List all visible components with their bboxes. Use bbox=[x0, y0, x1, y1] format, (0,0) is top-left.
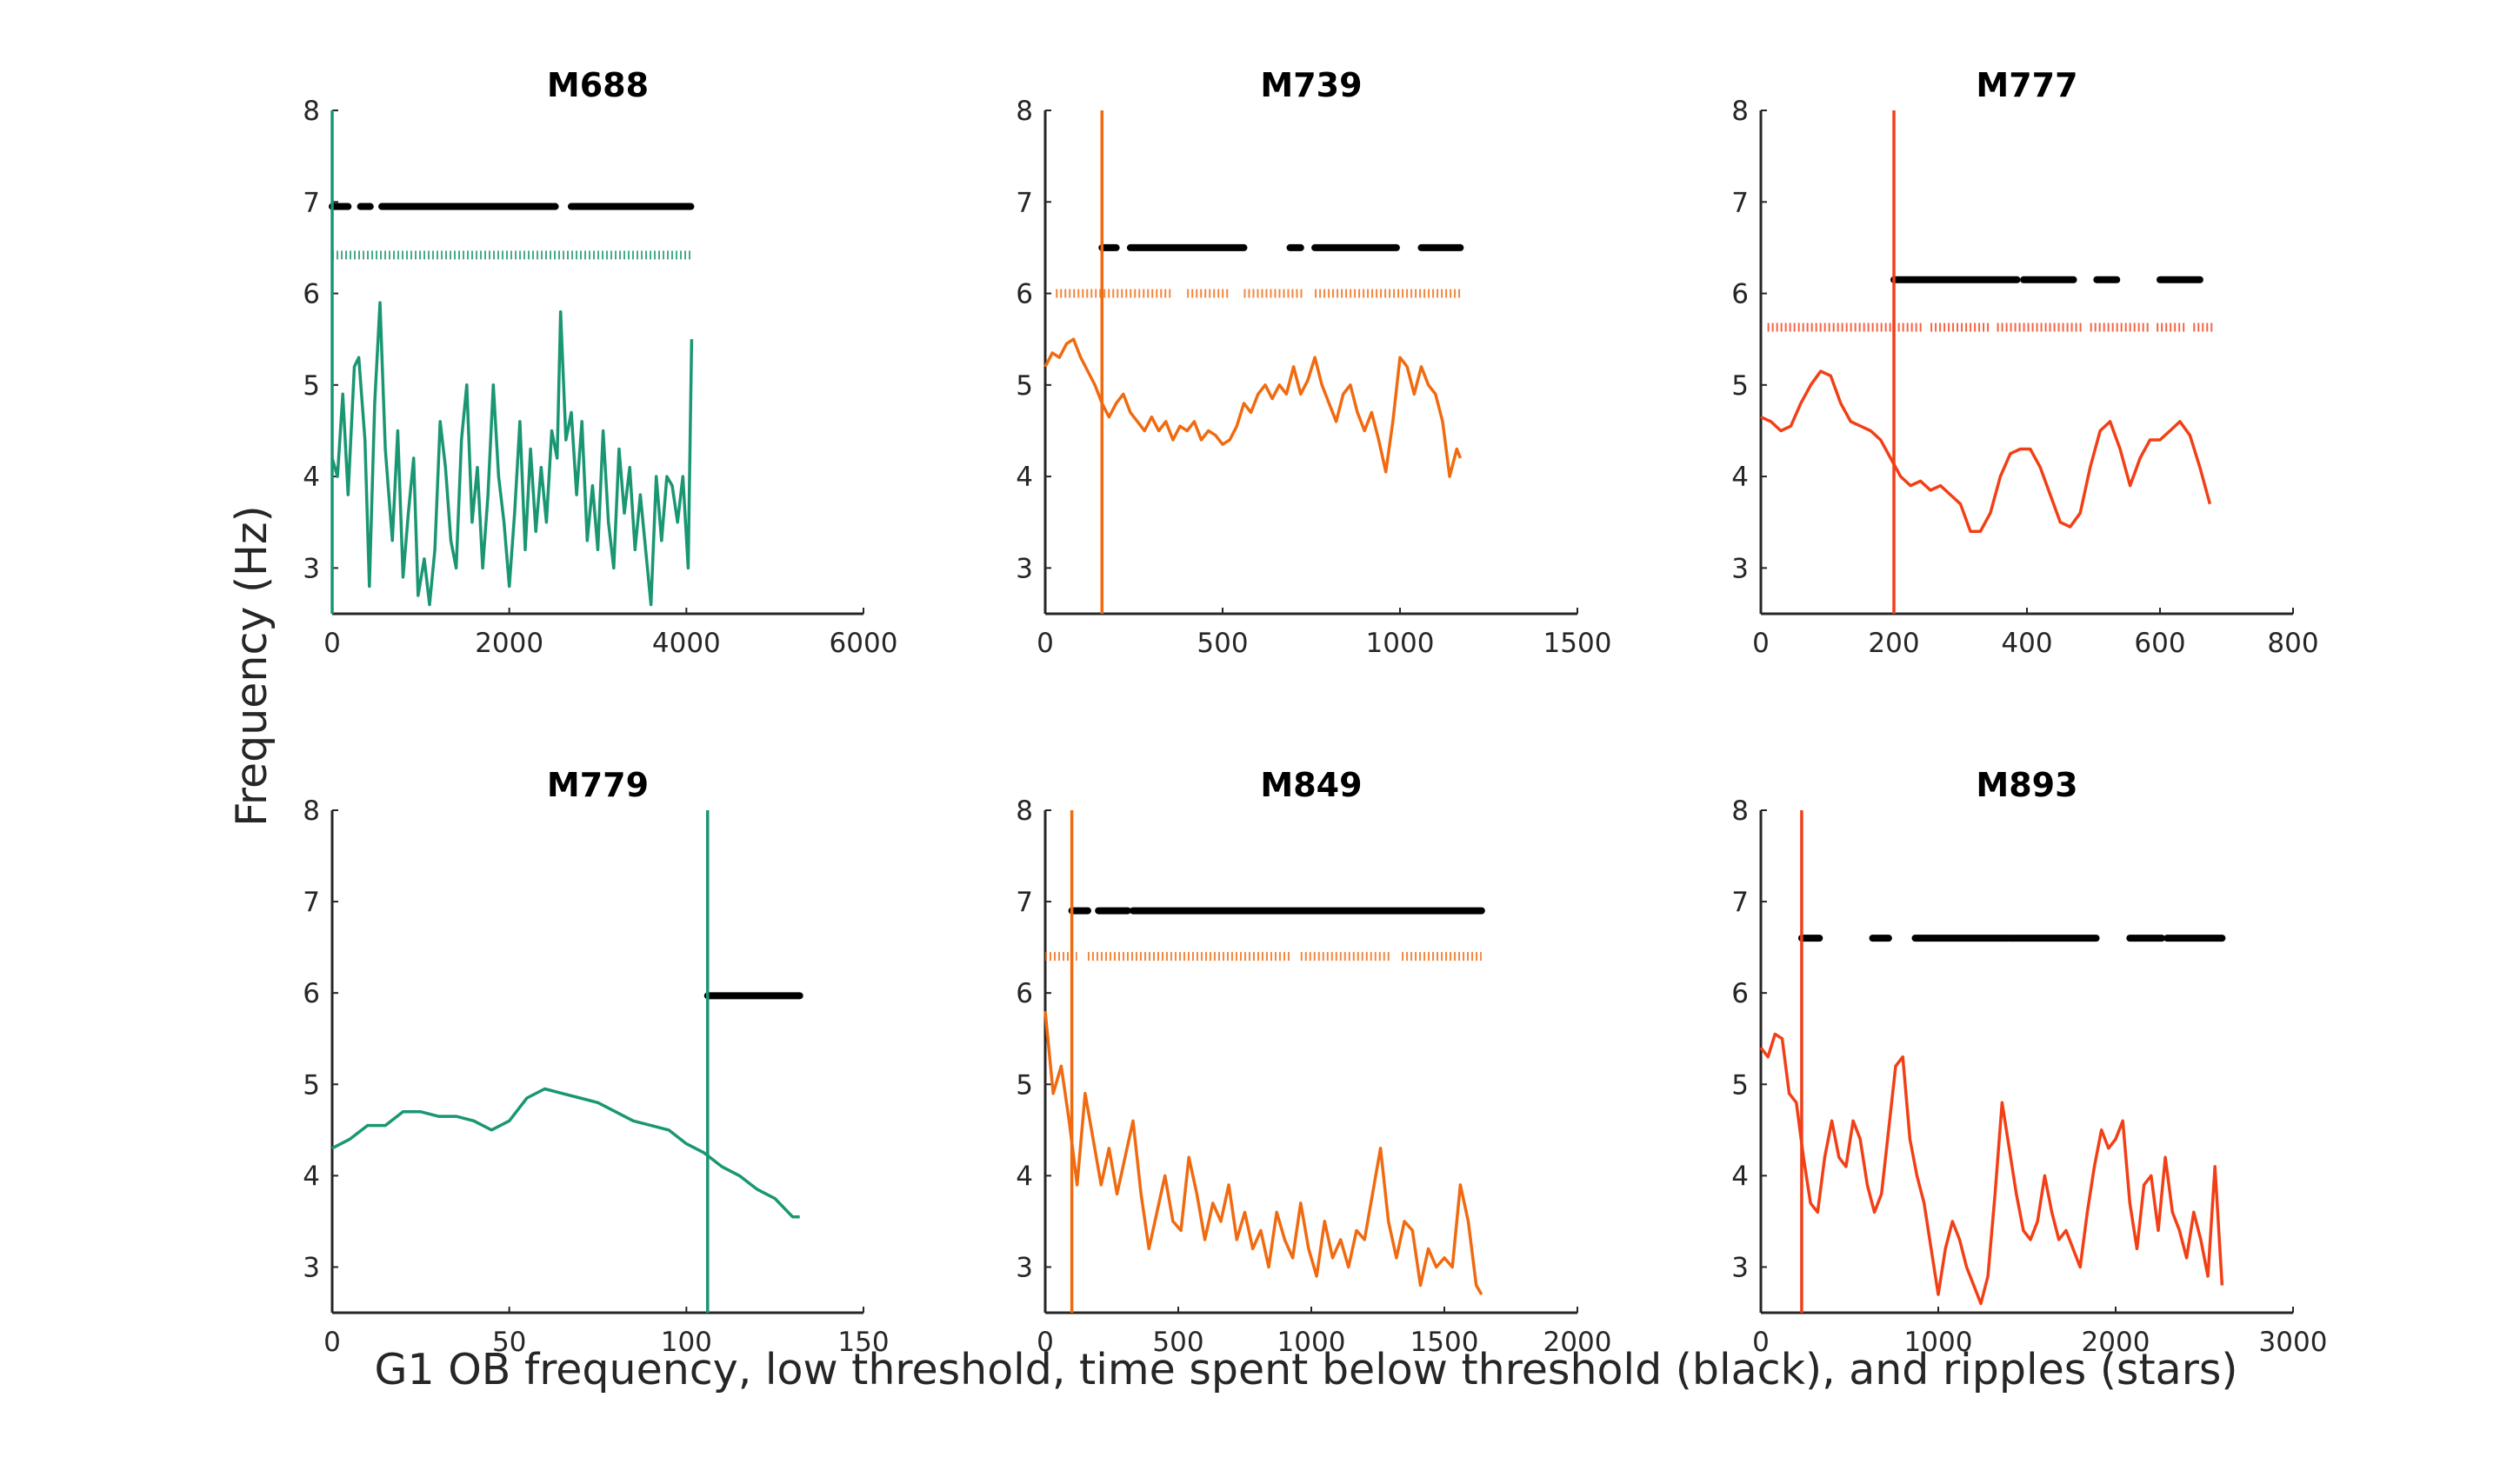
x-tick-label: 2000 bbox=[1543, 1327, 1612, 1358]
x-tick-label: 1000 bbox=[1904, 1327, 1973, 1358]
y-tick-label: 7 bbox=[303, 887, 320, 918]
subplot-m849: M849 0 500 1000 1500 2000 3 4 5 6 7 8 bbox=[1016, 766, 1611, 1358]
frequency-line bbox=[1043, 337, 1463, 478]
subplot-m893: M893 0 1000 2000 3000 3 4 5 6 7 8 bbox=[1731, 766, 2327, 1358]
x-tick-label: 50 bbox=[492, 1327, 526, 1358]
subplot-m777: M777 0 200 400 600 800 3 4 5 6 7 8 bbox=[1731, 66, 2318, 659]
x-tick-label: 800 bbox=[2267, 628, 2318, 659]
x-tick-label: 1500 bbox=[1410, 1327, 1479, 1358]
y-tick-label: 7 bbox=[303, 187, 320, 218]
subplot-title: M688 bbox=[547, 66, 649, 104]
y-tick-label: 5 bbox=[1016, 370, 1033, 402]
y-tick-label: 8 bbox=[1016, 96, 1033, 127]
x-tick-label: 2000 bbox=[2082, 1327, 2150, 1358]
x-tick-label: 0 bbox=[323, 1327, 341, 1358]
frequency-line bbox=[330, 301, 694, 607]
x-tick-label: 6000 bbox=[830, 628, 898, 659]
y-tick-label: 5 bbox=[1731, 1069, 1749, 1101]
x-tick-label: 600 bbox=[2134, 628, 2185, 659]
y-tick-label: 3 bbox=[1016, 553, 1033, 584]
y-tick-label: 3 bbox=[303, 553, 320, 584]
y-tick-label: 5 bbox=[303, 1069, 320, 1101]
x-tick-label: 0 bbox=[1037, 628, 1054, 659]
frequency-line bbox=[331, 1087, 800, 1219]
x-tick-label: 4000 bbox=[652, 628, 721, 659]
y-tick-label: 5 bbox=[1731, 370, 1749, 402]
x-tick-label: 200 bbox=[1868, 628, 1919, 659]
x-tick-label: 1500 bbox=[1543, 628, 1612, 659]
subplot-title: M849 bbox=[1260, 766, 1362, 804]
y-tick-label: 6 bbox=[1016, 279, 1033, 310]
y-tick-label: 8 bbox=[1731, 96, 1749, 127]
subplot-m688: M688 0 2000 4000 6000 3 4 5 6 7 8 bbox=[303, 66, 897, 659]
y-tick-label: 6 bbox=[303, 978, 320, 1009]
y-tick-label: 6 bbox=[1731, 978, 1749, 1009]
subplot-m739: M739 0 500 1000 1500 3 4 5 6 7 8 bbox=[1016, 66, 1611, 659]
subplot-title: M777 bbox=[1976, 66, 2077, 104]
y-axis-label: Frequency (Hz) bbox=[227, 505, 277, 827]
y-tick-label: 6 bbox=[303, 279, 320, 310]
y-tick-label: 4 bbox=[1016, 1161, 1033, 1192]
y-tick-label: 8 bbox=[1016, 795, 1033, 827]
frequency-line bbox=[1759, 1032, 2224, 1306]
y-tick-label: 3 bbox=[1016, 1252, 1033, 1283]
x-tick-label: 400 bbox=[2001, 628, 2052, 659]
subplot-m779: M779 0 50 100 150 3 4 5 6 7 8 bbox=[303, 766, 889, 1358]
y-tick-label: 4 bbox=[303, 1161, 320, 1192]
y-tick-label: 3 bbox=[1731, 553, 1749, 584]
y-tick-label: 4 bbox=[1016, 462, 1033, 493]
y-tick-label: 8 bbox=[1731, 795, 1749, 827]
x-tick-label: 0 bbox=[323, 628, 341, 659]
y-tick-label: 7 bbox=[1731, 187, 1749, 218]
y-tick-label: 4 bbox=[1731, 1161, 1749, 1192]
y-tick-label: 4 bbox=[1731, 462, 1749, 493]
x-tick-label: 3000 bbox=[2259, 1327, 2328, 1358]
y-tick-label: 5 bbox=[1016, 1069, 1033, 1101]
x-tick-label: 150 bbox=[837, 1327, 889, 1358]
y-tick-label: 7 bbox=[1016, 887, 1033, 918]
x-tick-label: 100 bbox=[661, 1327, 712, 1358]
y-tick-label: 4 bbox=[303, 462, 320, 493]
x-tick-label: 500 bbox=[1152, 1327, 1203, 1358]
frequency-line bbox=[1043, 1011, 1483, 1295]
y-tick-label: 8 bbox=[303, 795, 320, 827]
x-tick-label: 1000 bbox=[1366, 628, 1435, 659]
x-tick-label: 1000 bbox=[1277, 1327, 1346, 1358]
x-tick-label: 2000 bbox=[475, 628, 543, 659]
x-tick-label: 500 bbox=[1197, 628, 1248, 659]
frequency-line bbox=[1760, 369, 2212, 534]
subplot-title: M779 bbox=[547, 766, 649, 804]
y-tick-label: 8 bbox=[303, 96, 320, 127]
x-tick-label: 0 bbox=[1752, 628, 1770, 659]
y-tick-label: 3 bbox=[1731, 1252, 1749, 1283]
y-tick-label: 6 bbox=[1016, 978, 1033, 1009]
x-axis-label: G1 OB frequency, low threshold, time spe… bbox=[374, 1345, 2237, 1394]
y-tick-label: 3 bbox=[303, 1252, 320, 1283]
subplot-title: M739 bbox=[1260, 66, 1362, 104]
x-tick-label: 0 bbox=[1037, 1327, 1054, 1358]
y-tick-label: 6 bbox=[1731, 279, 1749, 310]
subplot-title: M893 bbox=[1976, 766, 2077, 804]
x-tick-label: 0 bbox=[1752, 1327, 1770, 1358]
y-tick-label: 7 bbox=[1731, 887, 1749, 918]
y-tick-label: 7 bbox=[1016, 187, 1033, 218]
y-tick-label: 5 bbox=[303, 370, 320, 402]
